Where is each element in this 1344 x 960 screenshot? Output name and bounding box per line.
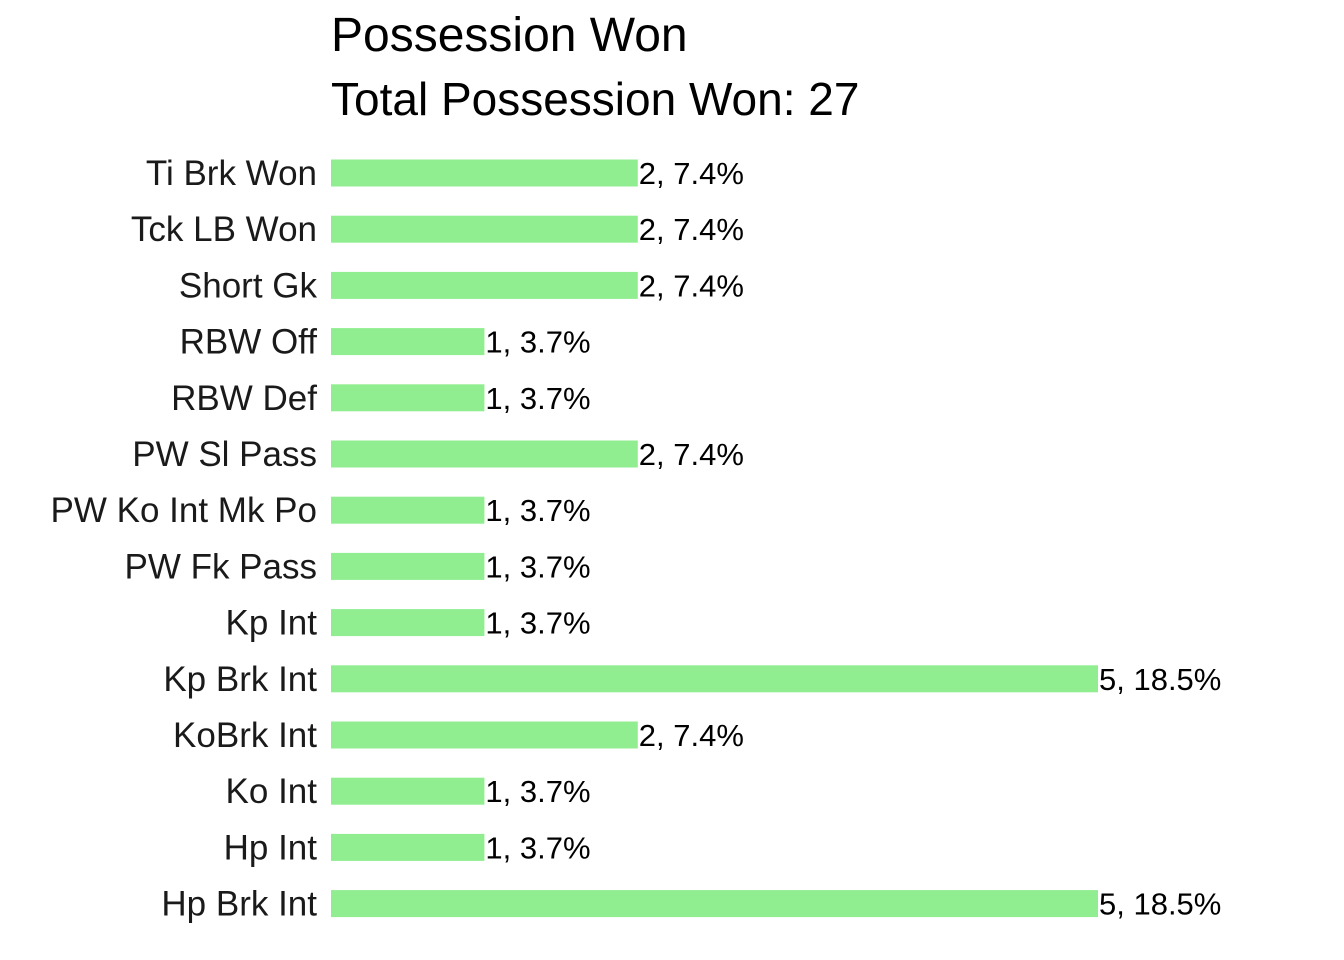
- category-label: Ti Brk Won: [146, 154, 317, 193]
- data-label: 2, 7.4%: [639, 268, 744, 303]
- category-label: KoBrk Int: [173, 716, 317, 755]
- data-label: 1, 3.7%: [485, 774, 590, 809]
- bar: [331, 552, 485, 580]
- data-label: 2, 7.4%: [639, 437, 744, 472]
- data-label: 1, 3.7%: [485, 325, 590, 360]
- category-label: Hp Brk Int: [161, 885, 317, 924]
- category-label: Ko Int: [226, 772, 318, 811]
- category-label: RBW Off: [180, 323, 318, 362]
- chart-subtitle: Total Possession Won: 27: [331, 73, 860, 125]
- data-label: 2, 7.4%: [639, 156, 744, 191]
- bar: [331, 777, 485, 805]
- category-label: Hp Int: [224, 828, 318, 867]
- data-label: 1, 3.7%: [485, 381, 590, 416]
- data-label: 2, 7.4%: [639, 718, 744, 753]
- data-label: 5, 18.5%: [1099, 662, 1221, 697]
- data-label: 5, 18.5%: [1099, 887, 1221, 922]
- bar: [331, 440, 638, 468]
- category-label: Kp Int: [226, 604, 318, 643]
- data-label: 2, 7.4%: [639, 212, 744, 247]
- category-label: RBW Def: [171, 379, 317, 418]
- bar: [331, 215, 638, 243]
- category-label: Short Gk: [179, 266, 318, 305]
- data-label: 1, 3.7%: [485, 493, 590, 528]
- bar: [331, 833, 485, 861]
- category-label: Tck LB Won: [131, 210, 317, 249]
- data-label: 1, 3.7%: [485, 606, 590, 641]
- bar: [331, 271, 638, 299]
- category-label: PW Fk Pass: [124, 547, 317, 586]
- data-label: 1, 3.7%: [485, 549, 590, 584]
- bar: [331, 609, 485, 637]
- bar: [331, 665, 1098, 693]
- bar: [331, 721, 638, 749]
- bar: [331, 159, 638, 187]
- chart-title: Possession Won: [331, 9, 688, 62]
- bar: [331, 496, 485, 524]
- category-label: PW Ko Int Mk Po: [51, 491, 317, 530]
- bar: [331, 890, 1098, 918]
- category-label: Kp Brk Int: [163, 660, 317, 699]
- category-label: PW Sl Pass: [132, 435, 317, 474]
- bar: [331, 328, 485, 356]
- data-label: 1, 3.7%: [485, 830, 590, 865]
- bar: [331, 384, 485, 412]
